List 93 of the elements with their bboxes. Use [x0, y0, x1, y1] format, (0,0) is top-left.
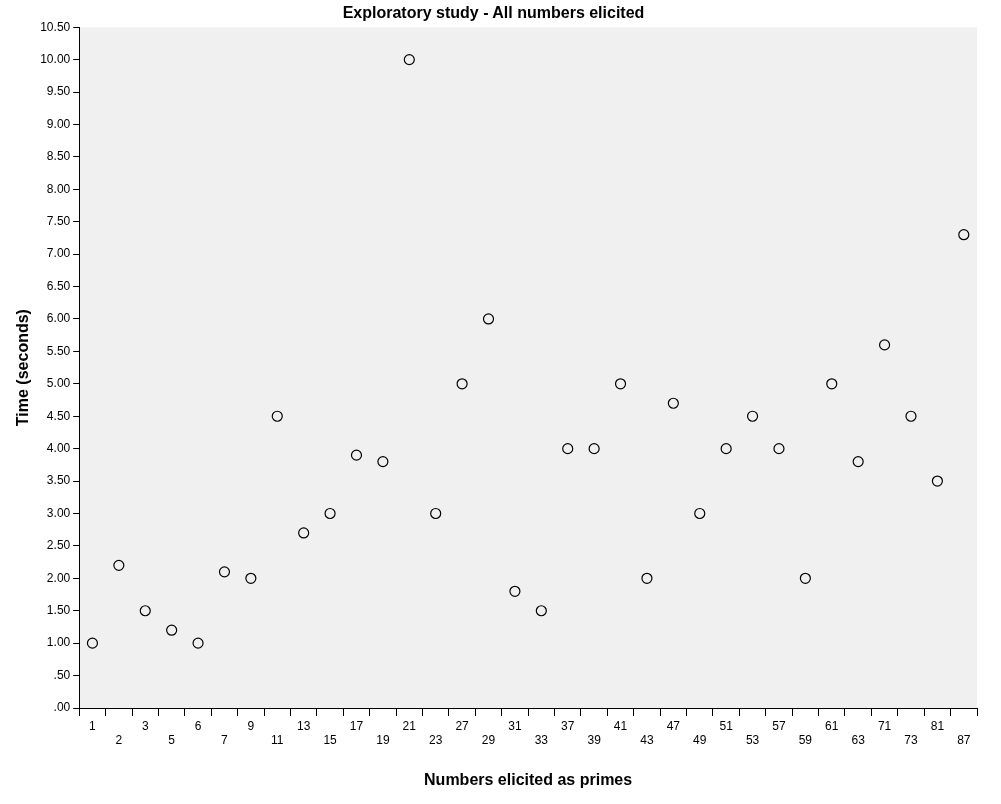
y-axis-title: Time (seconds)	[14, 309, 32, 427]
x-tick-label: 47	[666, 718, 681, 733]
x-axis-title: Numbers elicited as primes	[424, 770, 633, 788]
point	[350, 449, 363, 461]
y-tick-label: 2.00	[46, 570, 71, 585]
x-tick-label: 29	[481, 732, 496, 747]
chart-title: Exploratory study - All numbers elicited	[342, 4, 645, 22]
point	[192, 637, 204, 649]
x-tick-label: 19	[376, 732, 390, 747]
x-tick-label: 9	[247, 718, 255, 733]
x-tick-label: 27	[455, 718, 470, 733]
x-tick-label: 61	[825, 718, 839, 733]
point	[905, 410, 917, 422]
point	[430, 507, 442, 520]
x-tick-label: 2	[115, 732, 123, 747]
y-tick-label: 9.00	[46, 116, 71, 131]
point	[271, 410, 283, 422]
point	[720, 443, 732, 455]
point	[694, 507, 706, 520]
x-tick-label: 59	[798, 732, 813, 747]
point	[588, 443, 600, 455]
point	[958, 229, 970, 241]
point	[456, 378, 468, 390]
y-tick-label: 1.00	[46, 635, 71, 650]
y-tick-label: 6.50	[46, 278, 71, 293]
y-tick-label: .00	[53, 700, 71, 715]
y-tick-label: 8.50	[46, 149, 71, 164]
y-tick-label: 7.00	[46, 246, 71, 261]
point	[667, 397, 679, 409]
x-tick-label: 17	[349, 718, 364, 733]
x-tick-label: 5	[168, 732, 176, 747]
x-tick-label: 53	[745, 732, 760, 747]
x-tick-label: 63	[851, 732, 866, 747]
point	[799, 572, 811, 584]
point	[773, 443, 785, 455]
y-tick-label: 1.50	[46, 603, 71, 618]
x-tick-label: 1	[89, 718, 97, 733]
y-tick-label: .50	[53, 667, 71, 682]
x-tick-label: 6	[194, 718, 202, 733]
y-tick-label: 8.00	[46, 181, 71, 196]
y-tick-label: 2.50	[46, 538, 71, 553]
point	[139, 605, 151, 617]
point	[482, 313, 495, 325]
point	[826, 378, 838, 390]
point	[641, 572, 653, 584]
y-tick-label: 6.00	[46, 311, 71, 326]
y-tick-label: 10.00	[40, 51, 71, 66]
y-tick-label: 5.50	[46, 343, 71, 358]
point	[113, 559, 125, 571]
point	[614, 378, 627, 390]
point	[166, 624, 178, 636]
x-tick-label: 31	[508, 718, 522, 733]
y-tick-label: 3.00	[46, 505, 71, 520]
x-tick-label: 7	[221, 732, 229, 747]
x-tick-label: 43	[640, 732, 654, 747]
y-tick-label: 4.00	[46, 440, 71, 455]
point	[746, 410, 759, 422]
point	[377, 456, 389, 468]
y-tick-label: 5.00	[46, 376, 71, 391]
y-tick-label: 3.50	[46, 473, 71, 488]
point	[878, 339, 891, 351]
x-tick-label: 15	[323, 732, 338, 747]
x-tick-label: 57	[772, 718, 786, 733]
point	[509, 585, 521, 597]
x-tick-label: 51	[719, 718, 734, 733]
point	[324, 507, 336, 520]
x-tick-label: 71	[877, 718, 892, 733]
x-tick-label: 21	[402, 718, 417, 733]
point	[535, 605, 547, 617]
y-tick-label: 4.50	[46, 408, 71, 423]
x-tick-label: 13	[296, 718, 311, 733]
point	[562, 443, 574, 455]
x-tick-label: 39	[587, 732, 602, 747]
point	[931, 475, 943, 487]
point	[852, 456, 864, 468]
x-tick-label: 41	[613, 718, 628, 733]
y-tick-label: 10.50	[40, 19, 71, 34]
x-tick-label: 37	[561, 718, 575, 733]
point	[403, 54, 415, 66]
point	[86, 637, 99, 649]
x-tick-label: 87	[957, 732, 971, 747]
x-tick-label: 81	[930, 718, 945, 733]
point	[218, 566, 231, 578]
x-tick-label: 73	[904, 732, 918, 747]
x-tick-label: 49	[693, 732, 707, 747]
y-tick-label: 7.50	[46, 214, 71, 229]
x-tick-label: 11	[271, 732, 284, 747]
x-tick-label: 33	[534, 732, 549, 747]
point	[298, 527, 310, 539]
y-tick-label: 9.50	[46, 84, 71, 99]
x-tick-label: 3	[141, 718, 149, 733]
x-tick-label: 23	[429, 732, 443, 747]
point	[245, 572, 257, 584]
